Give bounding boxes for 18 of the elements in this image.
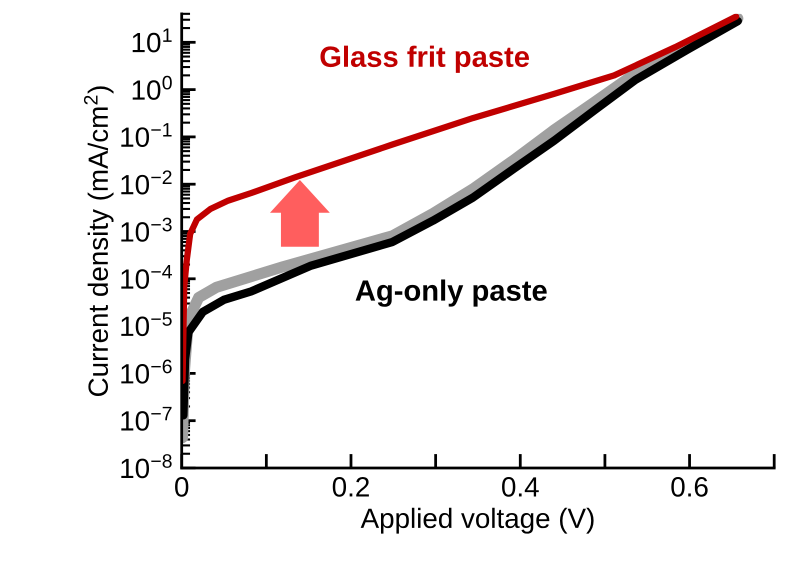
series-label: Glass frit paste [320, 46, 530, 73]
series-label: Ag-only paste [356, 279, 547, 307]
y-tick-label: 10$^{−8}$ [121, 454, 172, 478]
y-tick-label: 10$^{−7}$ [121, 406, 172, 431]
y-tick-label: 10$^{−4}$ [121, 264, 172, 289]
y-tick-label: 10$^{−3}$ [121, 218, 172, 242]
x-tick-label: 0.4 [502, 477, 539, 497]
y-tick-label: 10$^{−6}$ [121, 360, 172, 384]
y-tick-label: 10$^{0}$ [132, 76, 172, 100]
x-tick-label: 0 [175, 477, 188, 497]
y-axis-title: Current density (mA/cm$^{2}$) [84, 86, 114, 396]
x-tick-label: 0.6 [671, 477, 708, 497]
y-tick-label: 10$^{−1}$ [121, 123, 172, 147]
y-tick-label: 10$^{1}$ [132, 28, 172, 52]
y-tick-label: 10$^{−5}$ [121, 312, 172, 336]
x-tick-label: 0.2 [332, 477, 369, 497]
y-tick-label: 10$^{−2}$ [121, 170, 172, 194]
x-axis-title: Applied voltage (V) [360, 508, 594, 534]
